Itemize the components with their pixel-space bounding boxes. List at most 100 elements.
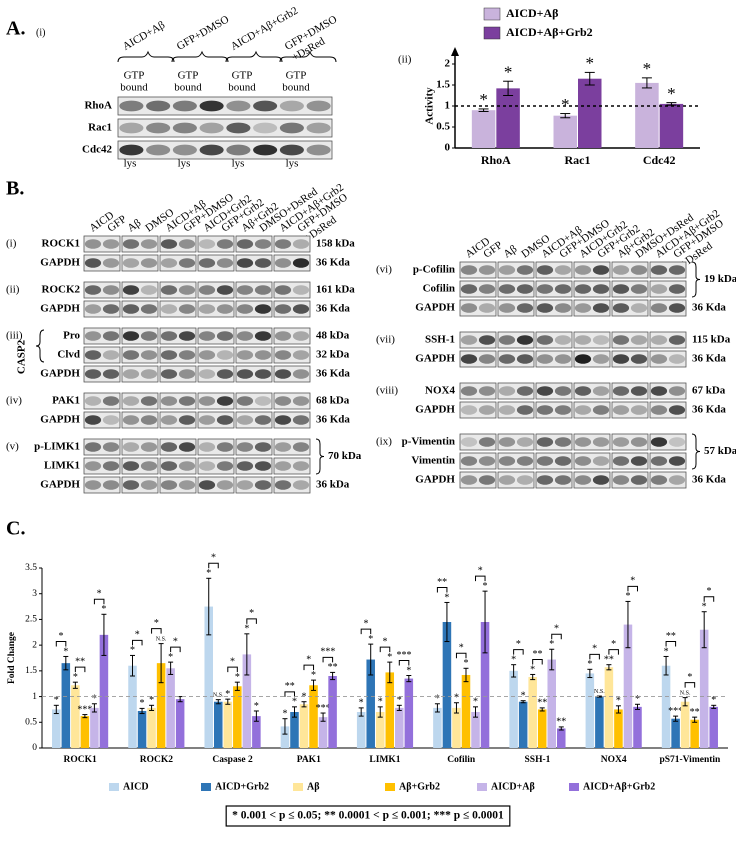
blot-band [536, 386, 554, 396]
row-label: Clvd [57, 349, 80, 361]
significance-label: * [454, 693, 459, 704]
blot-band [536, 475, 554, 485]
subpanel-label: (ii) [398, 54, 412, 66]
blot-band [84, 304, 102, 314]
gtp-label: bound [120, 82, 148, 94]
bar [309, 685, 318, 748]
comparison-label: * [230, 656, 235, 667]
bar [280, 726, 290, 748]
significance-label: * [292, 697, 297, 708]
size-label: 36 kDa [316, 479, 350, 491]
lys-label: lys [124, 158, 137, 170]
size-label: 57 kDa [704, 445, 736, 457]
blot-band [102, 415, 120, 425]
bar [699, 629, 709, 748]
blot-band [612, 386, 630, 396]
blot-band [592, 335, 610, 345]
blot-band [574, 284, 592, 294]
blot-band [460, 284, 478, 294]
blot-band [630, 284, 648, 294]
blot-band [516, 303, 534, 313]
bar [585, 673, 595, 748]
blot-band [178, 258, 196, 268]
blot-band [84, 480, 102, 490]
blot-band [516, 335, 534, 345]
comparison-label: * [383, 636, 388, 647]
comparison-label: *** [320, 647, 335, 658]
blot-band [198, 461, 216, 471]
comparison-bracket [246, 618, 257, 624]
blot-band [140, 331, 158, 341]
blot-band [574, 475, 592, 485]
blot-band [102, 304, 120, 314]
blot-band [668, 335, 686, 345]
bar [252, 716, 261, 748]
comparison-label: * [135, 630, 140, 641]
significance-label: * [378, 697, 383, 708]
blot-band [160, 415, 178, 425]
blot-band [254, 442, 272, 452]
blot-band [178, 415, 196, 425]
bar [404, 678, 414, 748]
blot-band [650, 303, 668, 313]
blot-band [178, 331, 196, 341]
significance-label: * [667, 84, 676, 103]
legend-label: AICD+Aβ [491, 781, 535, 792]
blot-band [650, 354, 668, 364]
bar [614, 709, 623, 748]
panel-label: B. [6, 178, 24, 200]
significance-label: * [635, 694, 640, 705]
blot-band [216, 331, 234, 341]
blot-band [478, 284, 496, 294]
comparison-bracket [551, 633, 562, 640]
blot-band [140, 304, 158, 314]
significance-label: * [130, 645, 135, 656]
x-tick-label: NOX4 [601, 755, 627, 765]
bar [509, 670, 518, 748]
row-label: Cofilin [423, 283, 455, 295]
significance-label: * [149, 695, 154, 706]
blot-band [198, 258, 216, 268]
comparison-label: * [363, 618, 368, 629]
blot-band [668, 265, 686, 275]
significance-label: * [479, 90, 488, 109]
blot-band [140, 442, 158, 452]
significance-label: * [711, 695, 716, 706]
blot-band [226, 100, 251, 112]
blot-band [668, 405, 686, 415]
roman-label: (iv) [6, 395, 22, 407]
blot-band [274, 461, 292, 471]
blot-band [198, 396, 216, 406]
bar [690, 719, 699, 748]
bar [518, 701, 528, 748]
bar [557, 728, 566, 748]
comparison-bracket [151, 628, 162, 634]
blot-band [236, 239, 254, 249]
blot-band [122, 415, 140, 425]
blot-band [160, 350, 178, 360]
blot-band [216, 258, 234, 268]
blot-band [140, 285, 158, 295]
blot-band [216, 461, 234, 471]
y-tick-label: 0 [32, 743, 37, 753]
blot-band [516, 386, 534, 396]
blot-band [160, 304, 178, 314]
significance-label: * [664, 646, 669, 657]
blot-band [254, 285, 272, 295]
bar [80, 716, 90, 748]
blot-band [274, 239, 292, 249]
blot-band [498, 335, 516, 345]
brace [691, 261, 701, 298]
comparison-bracket [703, 596, 715, 602]
comparison-label: ** [285, 681, 295, 692]
comparison-bracket [627, 585, 638, 592]
row-label: GAPDH [40, 479, 80, 491]
blot-band [122, 239, 140, 249]
blot-band [536, 265, 554, 275]
blot-band [650, 475, 668, 485]
blot-band [236, 331, 254, 341]
blot-band [140, 461, 158, 471]
comparison-label: ** [666, 631, 676, 642]
blot-band [498, 354, 516, 364]
blot-band [630, 405, 648, 415]
